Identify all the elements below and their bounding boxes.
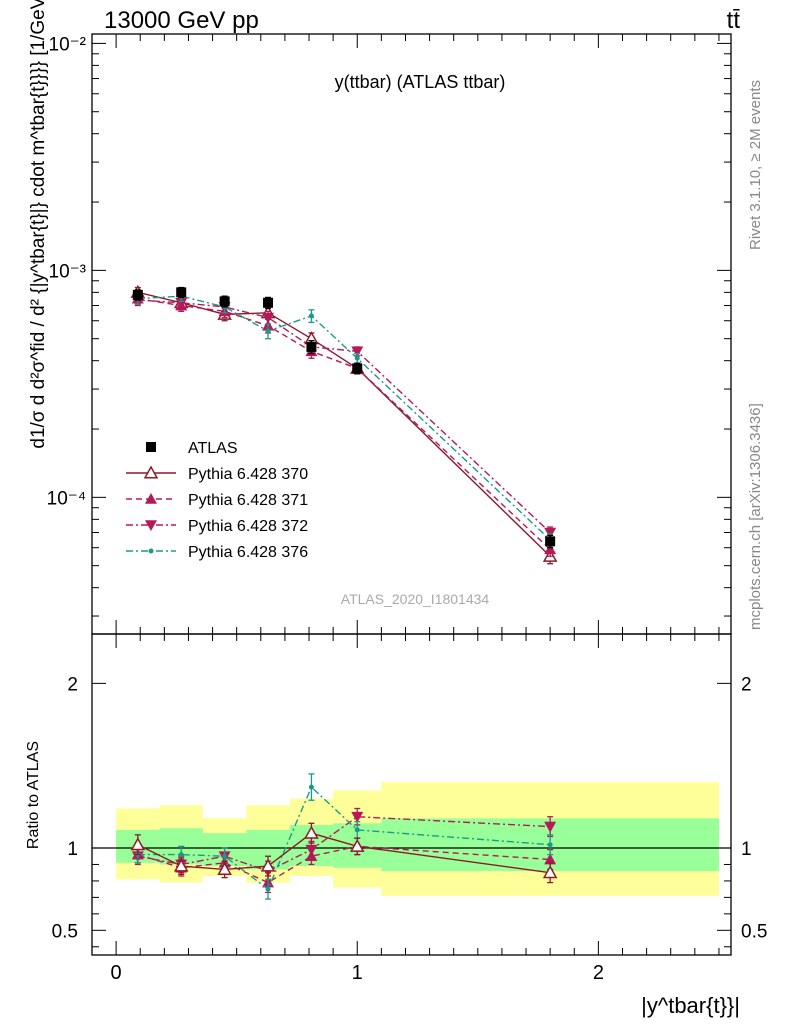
ratio-ytick-label: 0.5 <box>52 921 78 942</box>
ratio-panel: 0.5 0.5 1 1 2 2 0 1 2 Ratio to ATLAS |y^tbar{t}}… <box>25 633 767 1018</box>
legend-entry-3: Pythia 6.428 372 <box>126 518 308 535</box>
ratio-point <box>304 825 319 839</box>
ratio-axes: 0.5 0.5 1 1 2 2 0 1 2 <box>52 634 767 984</box>
legend-label: ATLAS <box>188 440 238 457</box>
ratio-ytick-label-right: 1 <box>741 839 752 860</box>
ratio-point <box>547 842 553 848</box>
data-point <box>262 312 275 324</box>
ratio-point <box>178 852 184 858</box>
data-point <box>306 341 317 352</box>
legend-label: Pythia 6.428 370 <box>188 466 308 483</box>
legend: ATLAS Pythia 6.428 370 Pythia 6.428 371 Pyt… <box>126 440 308 561</box>
main-ytick-label: 10⁻³ <box>49 261 87 282</box>
ratio-point <box>351 811 364 823</box>
data-point <box>354 355 360 361</box>
series-2 <box>131 292 557 557</box>
main-ytick-label: 10⁻² <box>49 34 87 55</box>
legend-label: Pythia 6.428 372 <box>188 518 308 535</box>
legend-marker <box>143 465 159 479</box>
ratio-frame <box>91 633 732 956</box>
ratio-point <box>222 853 228 859</box>
series-line <box>137 291 551 557</box>
ratio-point <box>542 865 558 879</box>
ratio-point <box>217 861 232 875</box>
ratio-point <box>305 844 318 856</box>
ratio-point <box>544 853 557 865</box>
ratio-plot-area <box>130 773 558 900</box>
ratio-xtick-label: 2 <box>593 962 604 984</box>
data-point <box>351 346 364 358</box>
main-ytick-label: 10⁻⁴ <box>47 488 86 509</box>
ratio-xtick-label: 0 <box>111 962 122 984</box>
ratio-ylabel: Ratio to ATLAS <box>25 741 42 849</box>
ratio-point <box>544 821 557 833</box>
ratio-series-0 <box>130 822 558 884</box>
ratio-point <box>308 784 314 790</box>
main-plot-area <box>130 284 558 565</box>
ratio-point <box>354 827 360 833</box>
ratio-xtick-label: 1 <box>352 962 363 984</box>
series-0 <box>132 286 556 549</box>
main-panel: 10⁻⁴ 10⁻³ 10⁻² y(ttbar) (ATLAS ttbar) ATLA… <box>28 0 732 635</box>
header-right: tt̄ <box>727 7 741 34</box>
main-title: y(ttbar) (ATLAS ttbar) <box>335 72 506 92</box>
legend-marker <box>146 442 156 452</box>
ratio-bands <box>92 782 731 896</box>
mcplots-label: mcplots.cern.ch [arXiv:1306.3436] <box>747 403 764 630</box>
data-point <box>308 313 314 319</box>
legend-label: Pythia 6.428 376 <box>188 544 308 561</box>
ratio-ytick-label-right: 0.5 <box>741 921 767 942</box>
main-ylabel: d1/σ d d²σ^fid / d² {|y^tbar{t}|} cdot m… <box>28 0 49 449</box>
ratio-point <box>260 858 276 872</box>
data-point <box>545 536 556 547</box>
legend-marker <box>145 493 157 504</box>
legend-entry-2: Pythia 6.428 371 <box>126 492 308 509</box>
data-point <box>263 297 274 308</box>
data-point <box>544 527 557 539</box>
ratio-point <box>173 858 189 872</box>
ratio-ytick-label-right: 2 <box>741 674 752 695</box>
data-point <box>176 287 187 298</box>
ratio-ytick-label: 1 <box>67 839 78 860</box>
watermark: ATLAS_2020_I1801434 <box>341 591 490 607</box>
main-axes: 10⁻⁴ 10⁻³ 10⁻² <box>47 34 731 634</box>
header-left: 13000 GeV pp <box>104 7 259 34</box>
data-point <box>265 328 271 334</box>
rivet-label: Rivet 3.1.10, ≥ 2M events <box>747 80 764 250</box>
legend-marker <box>148 548 154 554</box>
ratio-point <box>265 886 271 892</box>
data-point <box>544 543 557 555</box>
ratio-point <box>349 838 365 852</box>
legend-label: Pythia 6.428 371 <box>188 492 308 509</box>
data-point <box>352 363 363 374</box>
legend-entry-4: Pythia 6.428 376 <box>126 544 308 561</box>
ratio-point <box>130 837 146 851</box>
legend-entry-0: ATLAS <box>146 440 238 457</box>
legend-entry-1: Pythia 6.428 370 <box>126 465 308 483</box>
data-point <box>175 297 188 309</box>
series-line <box>137 298 551 550</box>
data-point <box>132 289 143 300</box>
legend-marker <box>145 520 157 531</box>
data-point <box>219 296 230 307</box>
ratio-ytick-label: 2 <box>67 674 78 695</box>
x-axis-label: |y^tbar{t}}| <box>641 993 740 1018</box>
